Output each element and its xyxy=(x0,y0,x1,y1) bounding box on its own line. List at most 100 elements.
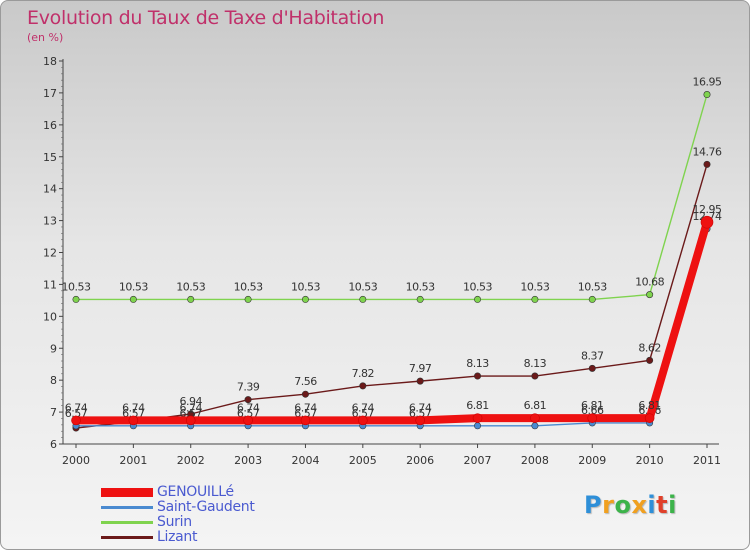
data-point xyxy=(359,382,367,390)
data-label: 6.66 xyxy=(581,404,604,417)
data-point xyxy=(474,422,482,430)
y-tick-label: 10 xyxy=(43,310,57,323)
data-label: 6.74 xyxy=(65,401,88,414)
legend-swatch xyxy=(101,521,153,524)
data-label: 8.13 xyxy=(466,357,489,370)
legend-swatch xyxy=(101,488,153,497)
data-label: 6.94 xyxy=(179,395,202,408)
data-label: 10.53 xyxy=(291,280,320,293)
data-point xyxy=(185,415,196,426)
x-tick-label: 2009 xyxy=(578,454,606,467)
data-label: 16.95 xyxy=(693,76,722,89)
data-label: 8.62 xyxy=(638,341,661,354)
legend-item: Surin xyxy=(101,515,255,530)
y-tick-label: 7 xyxy=(50,406,57,419)
data-point xyxy=(474,295,482,303)
data-label: 10.53 xyxy=(234,280,263,293)
legend-item: Saint-Gaudent xyxy=(101,500,255,515)
y-tick-label: 13 xyxy=(43,215,57,228)
logo-letter: t xyxy=(656,491,669,519)
logo-letter: P xyxy=(584,491,603,519)
data-label: 12.95 xyxy=(693,203,722,216)
data-label: 10.53 xyxy=(348,280,377,293)
data-label: 7.56 xyxy=(294,375,317,388)
data-point xyxy=(243,415,253,426)
legend-item: GENOUILLé xyxy=(101,485,255,500)
x-tick-label: 2011 xyxy=(693,454,721,467)
data-point xyxy=(416,377,424,385)
x-tick-label: 2007 xyxy=(464,454,492,467)
data-label: 6.74 xyxy=(122,401,145,414)
x-tick-label: 2010 xyxy=(636,454,664,467)
data-point xyxy=(531,372,539,380)
data-label: 10.53 xyxy=(406,280,435,293)
legend-label: Lizant xyxy=(157,529,198,545)
data-point xyxy=(129,295,137,303)
data-point xyxy=(588,364,596,372)
logo-letter: o xyxy=(614,491,632,519)
y-tick-label: 17 xyxy=(43,87,57,100)
x-tick-label: 2006 xyxy=(406,454,434,467)
legend-label: Surin xyxy=(157,514,192,530)
data-point xyxy=(646,291,654,299)
data-point xyxy=(300,415,311,426)
y-tick-label: 15 xyxy=(43,151,57,164)
data-point xyxy=(244,396,252,404)
y-tick-label: 14 xyxy=(43,183,57,196)
y-tick-label: 18 xyxy=(43,55,57,68)
x-tick-label: 2004 xyxy=(291,454,319,467)
data-point xyxy=(587,413,598,423)
y-tick-label: 16 xyxy=(43,119,57,132)
data-label: 14.76 xyxy=(693,145,722,158)
data-label: 7.82 xyxy=(352,367,375,380)
data-point xyxy=(244,295,252,303)
data-point xyxy=(472,413,483,423)
data-label: 6.81 xyxy=(581,399,604,412)
x-tick-label: 2001 xyxy=(119,454,147,467)
y-tick-label: 6 xyxy=(50,438,57,451)
legend-swatch xyxy=(101,506,153,509)
data-point xyxy=(531,422,539,430)
data-point xyxy=(187,295,195,303)
logo-letter: i xyxy=(668,491,677,519)
data-point xyxy=(358,415,368,426)
data-label: 6.81 xyxy=(524,399,547,412)
data-label: 6.74 xyxy=(237,401,260,414)
legend-label: GENOUILLé xyxy=(157,484,234,500)
data-point xyxy=(474,372,482,380)
data-point xyxy=(646,356,654,364)
data-point xyxy=(128,415,139,426)
data-label: 6.74 xyxy=(179,401,202,414)
data-label: 6.74 xyxy=(352,401,375,414)
data-point xyxy=(531,295,539,303)
data-label: 10.53 xyxy=(62,280,91,293)
data-label: 10.53 xyxy=(578,280,607,293)
data-point xyxy=(72,295,80,303)
data-point xyxy=(71,415,81,426)
chart-title: Evolution du Taux de Taxe d'Habitation xyxy=(27,7,385,29)
legend-label: Saint-Gaudent xyxy=(157,499,255,515)
data-label: 8.13 xyxy=(524,357,547,370)
data-point xyxy=(416,295,424,303)
data-point xyxy=(301,295,309,303)
series-line xyxy=(75,164,708,429)
data-point xyxy=(588,295,596,303)
data-label: 8.37 xyxy=(581,349,604,362)
y-tick-label: 8 xyxy=(50,374,57,387)
data-point xyxy=(359,295,367,303)
data-point xyxy=(644,413,655,423)
data-label: 10.53 xyxy=(520,280,549,293)
proxiti-logo: Proxiti xyxy=(584,491,677,519)
data-label: 7.39 xyxy=(237,381,260,394)
legend-swatch xyxy=(101,536,153,539)
chart-legend: GENOUILLé Saint-Gaudent Surin Lizant xyxy=(101,485,255,545)
data-label: 6.74 xyxy=(294,401,317,414)
data-label: 6.74 xyxy=(409,401,432,414)
y-tick-label: 11 xyxy=(43,278,57,291)
x-tick-label: 2000 xyxy=(62,454,90,467)
data-point xyxy=(703,91,711,99)
legend-item: Lizant xyxy=(101,530,255,545)
chart-subtitle: (en %) xyxy=(27,31,64,44)
